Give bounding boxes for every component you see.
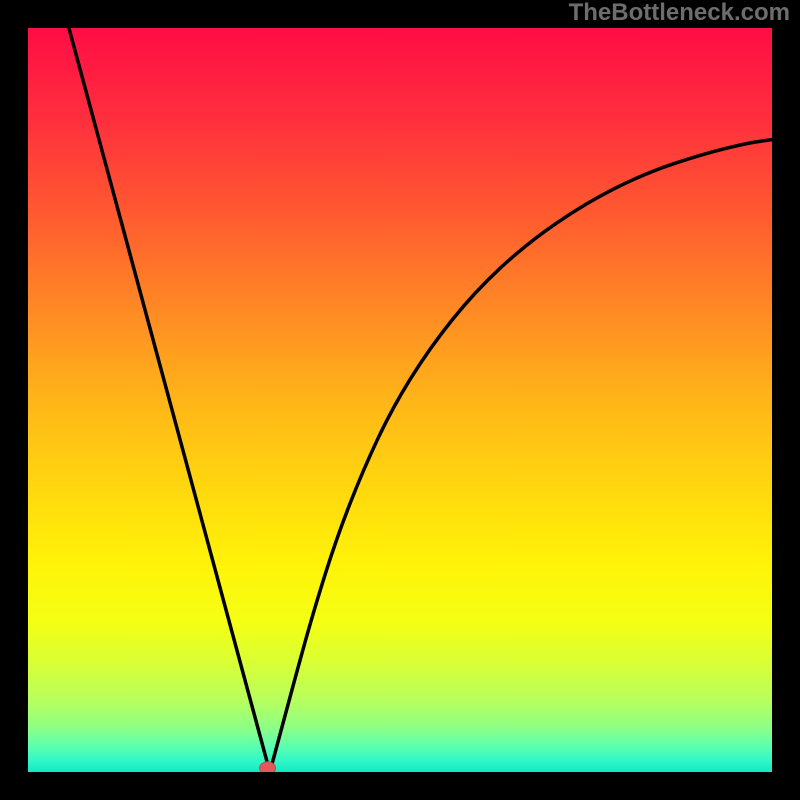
gradient-plot-area bbox=[28, 28, 772, 772]
chart-container: TheBottleneck.com bbox=[0, 0, 800, 800]
bottleneck-chart: TheBottleneck.com bbox=[0, 0, 800, 800]
watermark-text: TheBottleneck.com bbox=[569, 0, 790, 26]
